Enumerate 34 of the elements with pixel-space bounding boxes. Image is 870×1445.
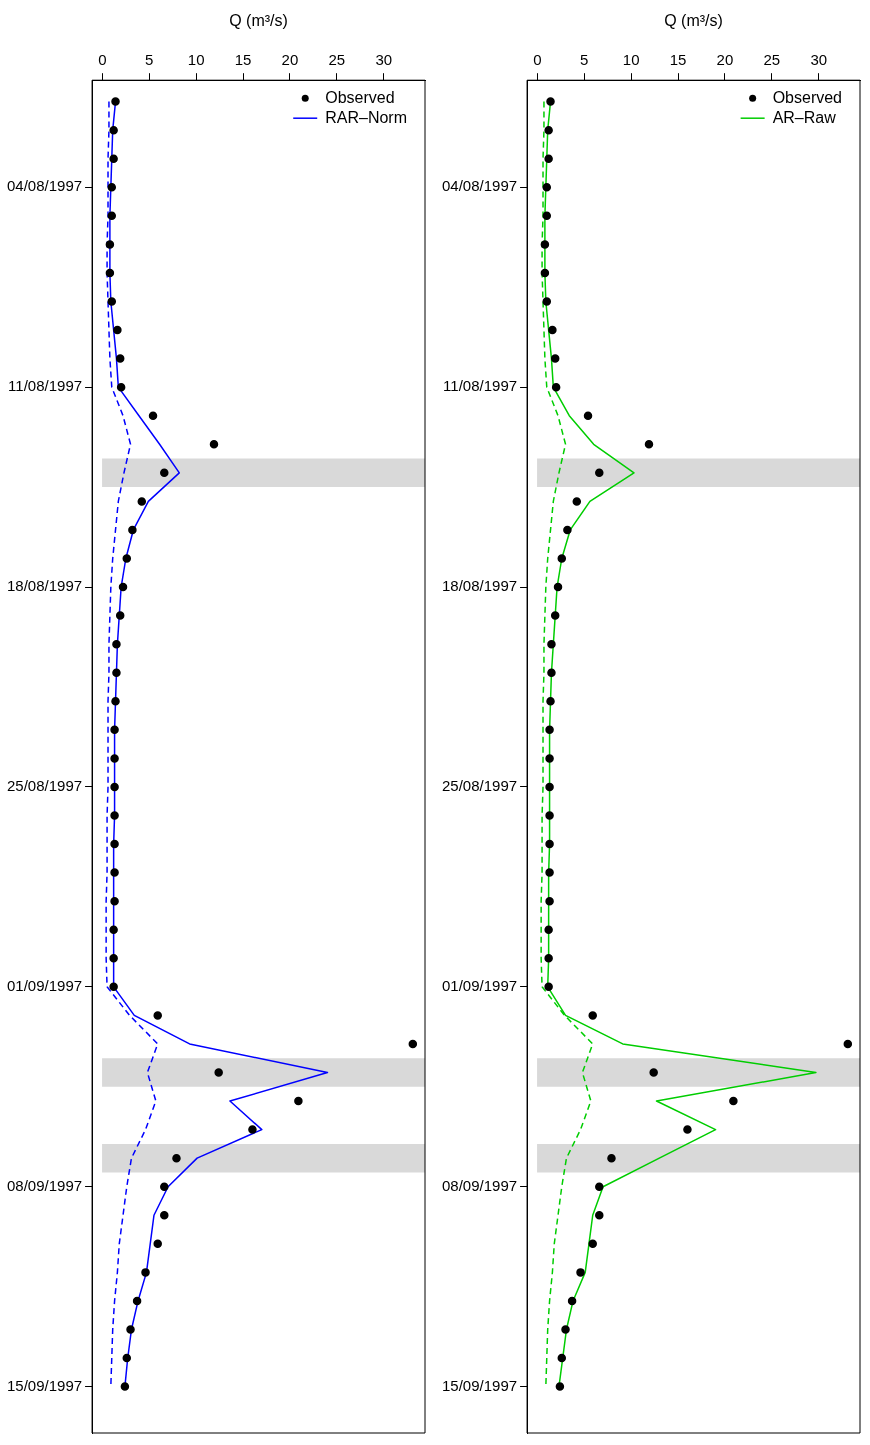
y-tick-label: 25/08/1997 (7, 777, 83, 795)
y-tick-label: 04/08/1997 (442, 177, 518, 195)
x-tick-label: 0 (533, 51, 542, 69)
y-tick-label: 08/09/1997 (442, 1176, 518, 1194)
x-tick-label: 15 (669, 51, 687, 69)
y-tick-label: 11/08/1997 (443, 377, 518, 395)
legend-label: Observed (772, 88, 843, 106)
x-tick-label: 5 (145, 51, 154, 69)
y-tick-label: 25/08/1997 (442, 777, 518, 795)
y-tick-label: 01/09/1997 (7, 976, 83, 994)
y-tick-label: 08/09/1997 (7, 1176, 83, 1194)
y-tick-label: 15/09/1997 (7, 1376, 83, 1394)
legend-label: AR–Raw (772, 108, 837, 126)
x-tick-label: 15 (234, 51, 252, 69)
y-tick-label: 18/08/1997 (7, 577, 83, 595)
x-axis-title: Q (m³/s) (664, 12, 723, 30)
y-tick-label: 01/09/1997 (442, 976, 518, 994)
y-tick-label: 18/08/1997 (442, 577, 518, 595)
x-tick-label: 25 (763, 51, 781, 69)
x-tick-label: 5 (580, 51, 589, 69)
x-tick-label: 25 (328, 51, 346, 69)
legend-label: Observed (325, 88, 395, 106)
x-tick-label: 30 (375, 51, 393, 69)
x-tick-label: 30 (810, 51, 828, 69)
y-tick-label: 11/08/1997 (8, 377, 83, 395)
x-tick-label: 10 (187, 51, 205, 69)
x-tick-label: 0 (98, 51, 107, 69)
x-axis-title: Q (m³/s) (229, 12, 288, 30)
x-tick-label: 20 (716, 51, 734, 69)
legend-label: RAR–Norm (325, 108, 408, 126)
y-tick-label: 15/09/1997 (442, 1376, 518, 1394)
y-tick-label: 04/08/1997 (7, 177, 83, 195)
x-tick-label: 10 (622, 51, 640, 69)
x-tick-label: 20 (281, 51, 299, 69)
